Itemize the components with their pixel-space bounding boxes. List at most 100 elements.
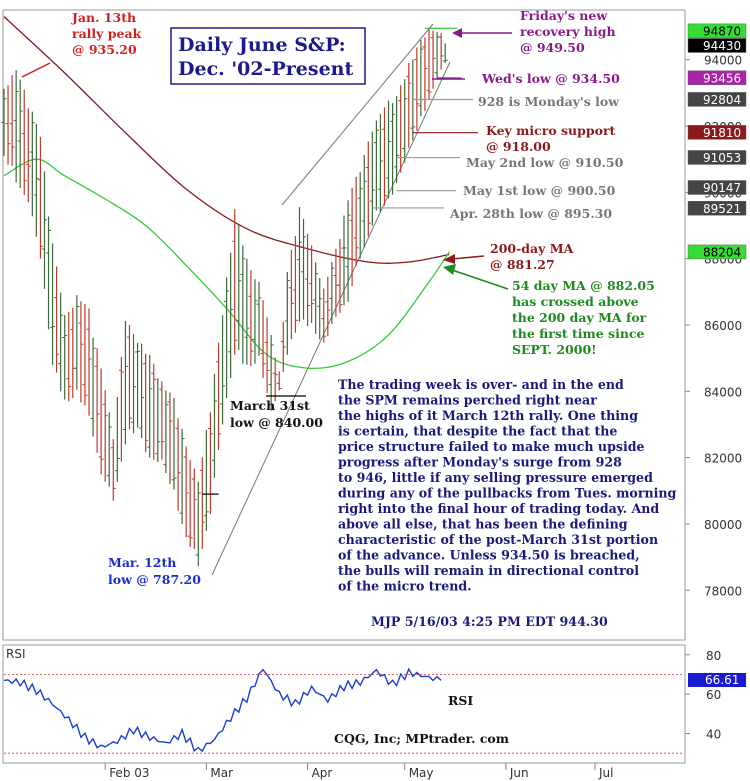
ohlc-bar xyxy=(191,468,197,549)
may2-label: May 2nd low @ 910.50 xyxy=(466,155,624,170)
price-tag: 94870 xyxy=(687,23,747,39)
ohlc-bar xyxy=(54,266,60,373)
ohlc-bar xyxy=(207,412,213,514)
x-tick-label: Apr xyxy=(312,766,333,780)
ohlc-bar xyxy=(321,288,327,343)
ma54-arrow-shaft xyxy=(451,269,509,290)
trend-channel xyxy=(211,23,451,576)
ohlc-bars xyxy=(1,28,448,567)
ohlc-bar xyxy=(236,225,242,350)
ohlc-bar xyxy=(187,459,193,547)
ohlc-bar xyxy=(199,457,205,549)
annotation-mar31: March 31st low @ 840.00 xyxy=(230,395,323,430)
rsi-series xyxy=(3,667,442,753)
price-tag-value: 91810 xyxy=(703,126,741,140)
ohlc-bar xyxy=(422,37,428,112)
ohlc-bar xyxy=(216,342,222,451)
ohlc-bar xyxy=(147,354,153,458)
ohlc-bar xyxy=(94,348,100,453)
ohlc-bar xyxy=(82,304,88,406)
ohlc-bar xyxy=(414,47,420,131)
ohlc-bar xyxy=(284,271,290,355)
ohlc-bar xyxy=(292,236,298,333)
commentary-line: right into the final hour of trading tod… xyxy=(338,501,659,516)
ohlc-bar xyxy=(276,371,282,391)
price-tag-box xyxy=(687,23,747,39)
commentary-line: progress after Monday's surge from 928 xyxy=(338,455,622,470)
title-box xyxy=(170,27,366,85)
price-tag: 89521 xyxy=(687,201,747,216)
price-tag: 91053 xyxy=(687,150,747,165)
price-tag-value: 89521 xyxy=(703,202,741,216)
ohlc-bar xyxy=(25,108,31,203)
ohlc-bar xyxy=(17,79,23,188)
ohlc-bar xyxy=(110,439,116,501)
ohlc-bar xyxy=(74,295,80,390)
ohlc-bar xyxy=(438,33,444,70)
ma200-arrow-shaft xyxy=(451,255,485,260)
ohlc-bar xyxy=(118,357,124,462)
rsi-axis: 80 60 40 xyxy=(4,649,721,754)
ohlc-bar xyxy=(102,390,108,482)
ohlc-bar xyxy=(122,321,128,445)
ohlc-bar xyxy=(240,245,246,364)
ohlc-bar xyxy=(377,113,383,213)
ohlc-bar xyxy=(268,334,274,411)
commentary-line: to 946, little if any selling pressure e… xyxy=(338,470,653,485)
annotation-may2: May 2nd low @ 910.50 xyxy=(466,155,624,170)
ohlc-bar xyxy=(305,233,311,327)
ma200-arrow-head xyxy=(443,254,455,264)
x-tick-label: Jul xyxy=(598,766,613,780)
ohlc-bar xyxy=(98,368,104,475)
friday-line-3: @ 949.50 xyxy=(520,40,585,55)
price-tick-label: 78000 xyxy=(704,584,742,598)
price-tick-label: 80000 xyxy=(704,518,742,532)
friday-arrow-head xyxy=(452,28,462,38)
ohlc-bar xyxy=(163,390,169,474)
price-tag-box xyxy=(687,70,747,86)
x-axis: Feb 03 Mar Apr May Jun Jul xyxy=(104,763,613,780)
commentary-line: the highs of it March 12th rally. One th… xyxy=(338,408,638,423)
annotation-mar12: Mar. 12th low @ 787.20 xyxy=(108,555,201,587)
jan13-line-1: Jan. 13th xyxy=(71,10,136,25)
channel-lower-line xyxy=(211,61,451,576)
ohlc-bar xyxy=(341,215,347,306)
price-tag: 88204 xyxy=(687,244,747,259)
price-tag: 93456 xyxy=(687,70,747,86)
ohlc-bar xyxy=(179,428,185,524)
ohlc-bar xyxy=(369,131,375,226)
commentary-line: characteristic of the post-March 31st po… xyxy=(338,532,658,547)
title-line-1: Daily June S&P: xyxy=(178,34,346,56)
price-tick-label: 84000 xyxy=(704,385,742,399)
ohlc-bar xyxy=(325,276,331,337)
x-tick-label: Mar xyxy=(210,766,233,780)
commentary-line: of the advance. Unless 934.50 is breache… xyxy=(338,548,640,563)
x-tick-label: Feb 03 xyxy=(109,766,149,780)
price-tick-label: 82000 xyxy=(704,452,742,466)
ohlc-bar xyxy=(252,279,258,364)
rsi-tag-box xyxy=(688,673,746,687)
ohlc-bar xyxy=(301,218,307,320)
price-tag: 91810 xyxy=(687,125,747,140)
ohlc-bar xyxy=(260,300,266,379)
ohlc-bar xyxy=(333,248,339,317)
ohlc-bar xyxy=(426,28,432,100)
price-tag: 90147 xyxy=(687,180,747,195)
ohlc-bar xyxy=(90,337,96,437)
ohlc-bar xyxy=(361,154,367,248)
ohlc-bar xyxy=(357,172,363,259)
commentary-text: The trading week is over- and in the end… xyxy=(338,377,677,594)
friday-line-2: recovery high xyxy=(520,24,616,39)
ohlc-bar xyxy=(264,317,270,394)
ohlc-bar xyxy=(66,311,72,402)
ohlc-bar xyxy=(41,171,47,289)
ohlc-bar xyxy=(256,281,262,356)
rsi-tick-label: 80 xyxy=(706,649,721,663)
title-line-2: Dec. '02-Present xyxy=(178,58,353,80)
price-tag-box xyxy=(687,201,747,216)
ohlc-bar xyxy=(337,238,343,313)
ohlc-bar xyxy=(232,208,238,355)
ohlc-bar xyxy=(211,373,217,478)
ohlc-bar xyxy=(329,262,335,324)
price-tag-box xyxy=(687,150,747,165)
